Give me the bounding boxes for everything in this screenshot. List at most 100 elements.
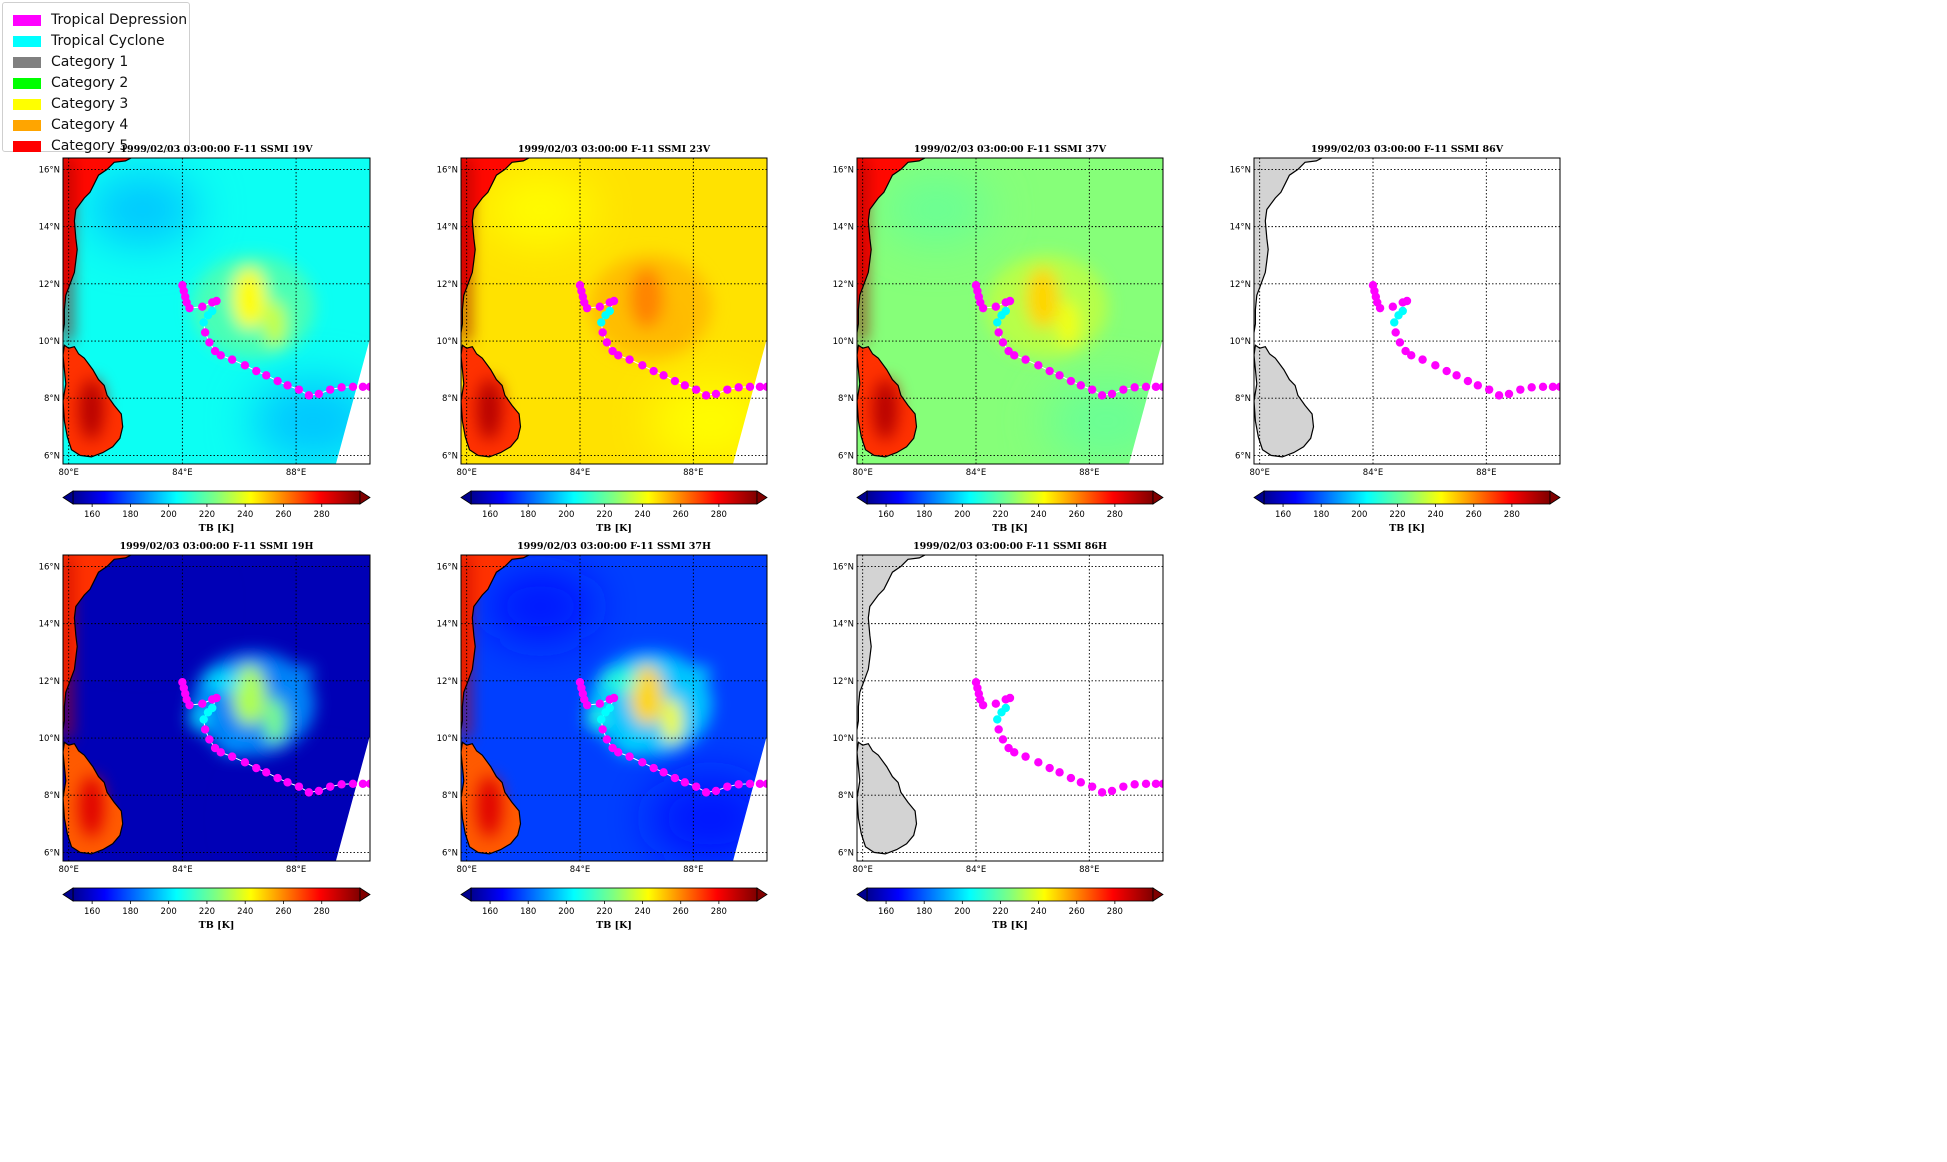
colorbar-tick-label: 160	[84, 907, 100, 917]
colorbar-min-extend	[1253, 490, 1265, 505]
colorbar-tick-label: 160	[84, 510, 100, 520]
lat-tick-label: 10°N	[39, 337, 60, 347]
track-point	[1087, 782, 1097, 791]
track-point	[1045, 366, 1054, 376]
swath-gap	[733, 338, 767, 464]
lon-tick-label: 80°E	[456, 865, 476, 875]
lat-tick-label: 10°N	[39, 734, 60, 744]
track-point	[638, 361, 647, 370]
lat-tick-label: 10°N	[437, 734, 458, 744]
track-point	[1010, 351, 1019, 360]
track-point	[601, 311, 610, 320]
land-fill	[857, 555, 925, 730]
track-point	[625, 752, 634, 761]
colorbar-ramp	[72, 887, 361, 902]
legend-swatch	[13, 77, 41, 89]
track-point	[252, 366, 261, 376]
lat-tick-label: 14°N	[39, 620, 60, 630]
coastline-india	[857, 555, 926, 730]
legend-entry: Category 5	[13, 137, 128, 155]
colorbar-tick-label: 260	[275, 510, 291, 520]
track-point	[185, 303, 194, 313]
track-point	[210, 346, 220, 356]
colorbar-label: TB [K]	[596, 920, 632, 931]
land-fill	[1254, 158, 1322, 333]
map-frame	[1253, 157, 1561, 465]
track-point	[203, 708, 213, 717]
colorbar: 160 180 200 220 240 260 280 TB [K]	[856, 887, 1164, 931]
legend-swatch	[13, 98, 41, 110]
legend-label: Category 5	[51, 138, 129, 154]
track-point	[1388, 302, 1398, 311]
coastline-sri-lanka	[857, 344, 918, 458]
legend-label: Tropical Cyclone	[51, 33, 165, 49]
map-panel: 1999/02/03 03:00:00 F-11 SSMI 19V 80°E 84°…	[39, 144, 371, 534]
track-point	[595, 699, 605, 708]
track-point	[326, 782, 335, 791]
lat-tick-label: 6°N	[838, 451, 854, 461]
track-point	[304, 788, 314, 797]
graticule	[63, 555, 370, 861]
track-point	[1005, 693, 1015, 703]
track-point	[659, 371, 668, 380]
colorbar-tick-label: 220	[199, 907, 215, 917]
colorbar-tick-label: 180	[122, 907, 138, 917]
colorbar-min-extend	[62, 887, 74, 902]
map-panel: 1999/02/03 03:00:00 F-11 SSMI 86V 80°E 84°…	[1230, 144, 1561, 534]
lon-tick-label: 80°E	[58, 865, 78, 875]
colorbar-max-extend	[1152, 490, 1164, 505]
colorbar-max-extend	[1152, 887, 1164, 902]
track-point	[1527, 383, 1536, 392]
colorbar-max-extend	[359, 887, 371, 902]
track-point	[1375, 303, 1385, 313]
colorbar-tick-label: 200	[558, 510, 574, 520]
track-point	[723, 782, 732, 791]
coastline-india	[461, 158, 530, 333]
storm-signature	[192, 254, 315, 359]
track-point	[1463, 376, 1473, 386]
track-point	[998, 338, 1008, 347]
graticule	[63, 158, 370, 464]
lat-tick-label: 14°N	[437, 223, 458, 233]
colorbar-tick-label: 260	[1069, 510, 1085, 520]
track-point	[216, 748, 225, 757]
track-point	[252, 763, 261, 773]
swath-gap	[733, 735, 767, 861]
colorbar-tick-label: 180	[520, 907, 536, 917]
track-point	[1516, 385, 1525, 394]
track-point	[609, 296, 619, 306]
track-point	[598, 328, 607, 337]
lat-tick-label: 16°N	[1230, 165, 1251, 175]
colorbar-tick-label: 240	[634, 907, 650, 917]
track-point	[1055, 768, 1064, 777]
colorbar-tick-label: 180	[916, 907, 932, 917]
colorbar-ramp	[866, 490, 1154, 505]
colorbar: 160 180 200 220 240 260 280 TB [K]	[856, 490, 1164, 534]
colorbar-tick-label: 280	[314, 510, 330, 520]
track-point	[348, 382, 358, 391]
track-point	[1141, 382, 1151, 391]
track-point	[205, 735, 214, 744]
lat-tick-label: 8°N	[442, 791, 458, 801]
lat-tick-label: 12°N	[437, 677, 458, 687]
track-point	[762, 779, 767, 788]
lat-tick-label: 12°N	[833, 280, 854, 290]
land-fill	[857, 742, 917, 854]
storm-signature	[586, 651, 713, 756]
track-point	[358, 779, 368, 788]
track-point	[711, 786, 721, 796]
lat-tick-label: 8°N	[838, 394, 854, 404]
coastline-india	[461, 555, 530, 730]
track-point	[745, 382, 755, 391]
track-point	[755, 382, 765, 391]
colorbar-tick-label: 280	[314, 907, 330, 917]
lat-tick-label: 6°N	[1235, 451, 1251, 461]
track-point	[1107, 786, 1117, 796]
lat-tick-label: 16°N	[437, 165, 458, 175]
track-point	[1010, 748, 1019, 757]
coastline-sri-lanka	[461, 344, 522, 458]
colorbar-max-extend	[1549, 490, 1561, 505]
track-point	[199, 318, 208, 327]
track-point	[212, 693, 221, 703]
lat-tick-label: 10°N	[1230, 337, 1251, 347]
